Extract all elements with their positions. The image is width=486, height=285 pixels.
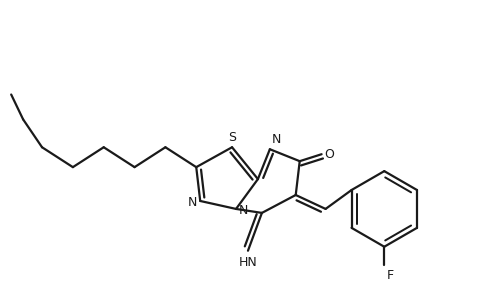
Text: F: F	[386, 269, 393, 282]
Text: N: N	[272, 133, 281, 146]
Text: N: N	[239, 204, 248, 217]
Text: N: N	[188, 196, 197, 209]
Text: S: S	[228, 131, 236, 144]
Text: HN: HN	[239, 256, 258, 269]
Text: O: O	[325, 148, 334, 161]
